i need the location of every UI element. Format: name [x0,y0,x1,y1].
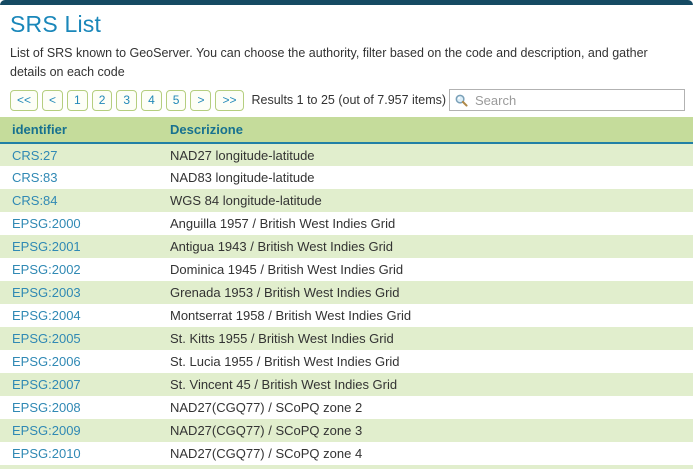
srs-table: identifier Descrizione CRS:27 NAD27 longi… [0,117,693,469]
pager-button-next[interactable]: > [190,89,212,111]
description-cell: NAD27 longitude-latitude [158,143,693,166]
identifier-cell: EPSG:2008 [0,396,158,419]
table-row: EPSG:2000 Anguilla 1957 / British West In… [0,212,693,235]
description-cell: NAD27(CGQ77) / SCoPQ zone 4 [158,442,693,465]
search-box [449,89,685,111]
table-row-partial [0,465,693,469]
srs-table-partial [0,465,693,469]
table-row: CRS:27 NAD27 longitude-latitude [0,143,693,166]
identifier-cell: EPSG:2006 [0,350,158,373]
identifier-link[interactable]: EPSG:2002 [12,262,81,277]
description-cell: St. Vincent 45 / British West Indies Gri… [158,373,693,396]
identifier-cell: EPSG:2010 [0,442,158,465]
identifier-cell: EPSG:2004 [0,304,158,327]
search-input[interactable] [449,89,685,111]
pager-button-page-2[interactable]: 2 [91,89,113,111]
table-row: EPSG:2002 Dominica 1945 / British West In… [0,258,693,281]
table-row: EPSG:2006 St. Lucia 1955 / British West I… [0,350,693,373]
table-row: EPSG:2007 St. Vincent 45 / British West I… [0,373,693,396]
description-cell: Montserrat 1958 / British West Indies Gr… [158,304,693,327]
table-row: CRS:83 NAD83 longitude-latitude [0,166,693,189]
identifier-link[interactable]: EPSG:2004 [12,308,81,323]
identifier-link[interactable]: EPSG:2005 [12,331,81,346]
identifier-cell: EPSG:2005 [0,327,158,350]
identifier-cell: EPSG:2009 [0,419,158,442]
description-cell: Grenada 1953 / British West Indies Grid [158,281,693,304]
identifier-link[interactable]: CRS:84 [12,193,58,208]
identifier-cell: EPSG:2003 [0,281,158,304]
identifier-cell: EPSG:2002 [0,258,158,281]
identifier-link[interactable]: EPSG:2000 [12,216,81,231]
identifier-link[interactable]: CRS:27 [12,147,58,163]
table-row: EPSG:2005 St. Kitts 1955 / British West I… [0,327,693,350]
table-header-row: identifier Descrizione [0,117,693,144]
description-cell: NAD27(CGQ77) / SCoPQ zone 2 [158,396,693,419]
description-cell: Anguilla 1957 / British West Indies Grid [158,212,693,235]
srs-table-body: CRS:27 NAD27 longitude-latitude CRS:83 NAD8… [0,143,693,465]
identifier-cell: CRS:83 [0,166,158,189]
page-top-border [0,0,693,5]
table-row: EPSG:2008 NAD27(CGQ77) / SCoPQ zone 2 [0,396,693,419]
table-row: EPSG:2010 NAD27(CGQ77) / SCoPQ zone 4 [0,442,693,465]
pager-button-page-1[interactable]: 1 [67,89,88,111]
identifier-link[interactable]: EPSG:2009 [12,423,81,438]
pager-button-page-3[interactable]: 3 [116,89,138,111]
identifier-link[interactable]: EPSG:2001 [12,239,81,254]
pager-button-first[interactable]: << [10,89,39,111]
srs-table-head: identifier Descrizione [0,117,693,144]
identifier-link[interactable]: CRS:83 [12,170,58,185]
identifier-link[interactable]: EPSG:2007 [12,377,81,392]
identifier-link[interactable]: EPSG:2003 [12,285,81,300]
column-header-description[interactable]: Descrizione [158,117,693,144]
page-title: SRS List [10,11,102,37]
description-cell: Antigua 1943 / British West Indies Grid [158,235,693,258]
pager-button-last[interactable]: >> [215,89,244,111]
results-text: Results 1 to 25 (out of 7.957 items) [251,93,447,107]
pager: << <1 2 3 4 5 > >> [10,89,248,111]
table-row: CRS:84 WGS 84 longitude-latitude [0,189,693,212]
identifier-cell: EPSG:2000 [0,212,158,235]
identifier-cell: EPSG:2001 [0,235,158,258]
description-cell: Dominica 1945 / British West Indies Grid [158,258,693,281]
description-cell: St. Lucia 1955 / British West Indies Gri… [158,350,693,373]
description-cell: WGS 84 longitude-latitude [158,189,693,212]
column-header-identifier[interactable]: identifier [0,117,158,144]
identifier-link[interactable]: EPSG:2006 [12,354,81,369]
page-description: List of SRS known to GeoServer. You can … [10,46,648,79]
identifier-link[interactable]: EPSG:2008 [12,400,81,415]
identifier-link[interactable]: EPSG:2010 [12,446,81,461]
description-cell: NAD27(CGQ77) / SCoPQ zone 3 [158,419,693,442]
table-row: EPSG:2003 Grenada 1953 / British West Ind… [0,281,693,304]
identifier-cell: CRS:27 [0,143,158,166]
identifier-cell: CRS:84 [0,189,158,212]
table-row: EPSG:2004 Montserrat 1958 / British West … [0,304,693,327]
pager-button-page-5[interactable]: 5 [165,89,187,111]
pager-row: << <1 2 3 4 5 > >> Results 1 to 25 (out of 7.95… [10,88,685,112]
table-row: EPSG:2001 Antigua 1943 / British West Ind… [0,235,693,258]
pager-button-previous[interactable]: < [42,89,64,111]
description-cell: NAD83 longitude-latitude [158,166,693,189]
table-row: EPSG:2009 NAD27(CGQ77) / SCoPQ zone 3 [0,419,693,442]
pager-button-page-4[interactable]: 4 [141,89,162,111]
description-cell: St. Kitts 1955 / British West Indies Gri… [158,327,693,350]
identifier-cell: EPSG:2007 [0,373,158,396]
